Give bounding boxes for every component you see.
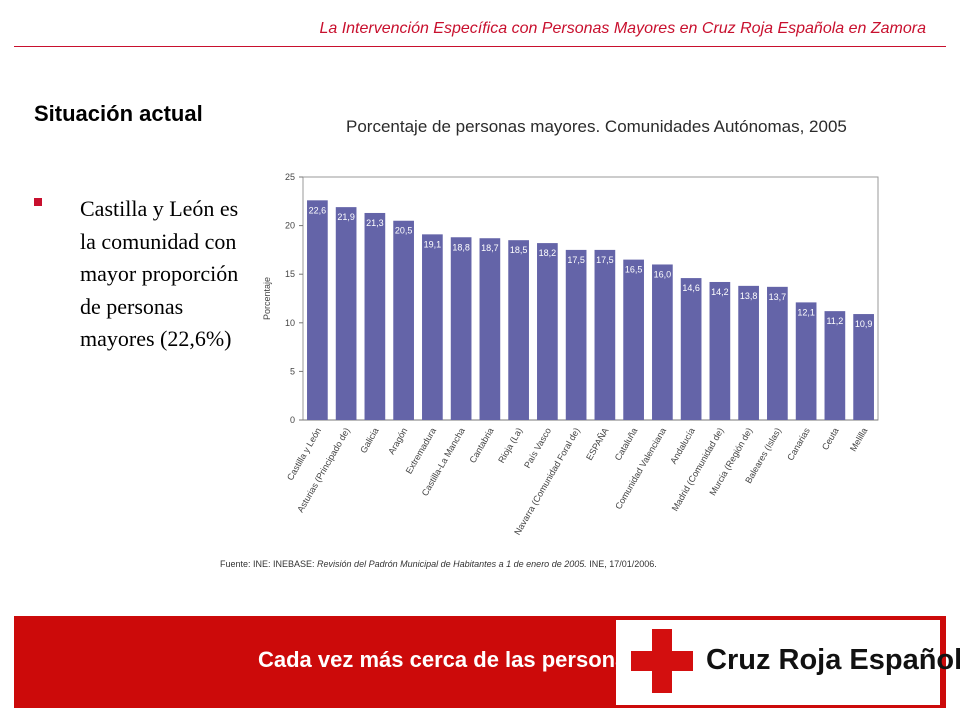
bar [709,281,731,420]
bar-data-label: 16,0 [654,269,672,279]
x-tick-label: Canarias [785,426,812,463]
x-tick-label: Ceuta [820,426,841,452]
bar-data-label: 21,9 [337,212,355,222]
x-tick-label: Melilla [848,426,869,453]
chart-title: Porcentaje de personas mayores. Comunida… [346,117,847,136]
x-tick-label: ESPAÑA [584,426,611,462]
x-tick-label: Madrid (Comunidad de) [670,426,726,513]
bar-data-label: 18,8 [452,242,470,252]
red-cross-icon [631,629,693,693]
bar-data-label: 20,5 [395,226,413,236]
bar-data-label: 10,9 [855,319,873,329]
bar-data-label: 13,8 [740,291,758,301]
x-tick-label: Cataluña [613,426,640,462]
y-tick-label: 25 [285,172,295,182]
bar-data-label: 18,2 [539,248,557,258]
bullet-square-icon [34,198,42,206]
source-note: Fuente: INE: INEBASE: Revisión del Padró… [220,559,657,569]
bar-data-label: 18,5 [510,245,528,255]
bar-data-label: 12,1 [797,307,815,317]
x-tick-label: Comunidad Valenciana [613,426,668,511]
y-axis-label: Porcentaje [262,277,272,320]
bar [738,285,759,420]
bar [393,220,414,420]
bar [594,249,616,420]
bar-data-label: 14,2 [711,287,729,297]
x-tick-label: Asturias (Principado de) [295,426,352,514]
bar-data-label: 14,6 [682,283,700,293]
brand-name: Cruz Roja Española [706,644,960,676]
y-tick-label: 15 [285,269,295,279]
bar [364,212,386,420]
section-title: Situación actual [34,101,203,126]
bar-data-label: 22,6 [309,205,327,215]
header-title: La Intervención Específica con Personas … [319,20,926,37]
bar-data-label: 13,7 [769,292,787,302]
y-tick-label: 20 [285,221,295,231]
bar [824,311,846,420]
header-rule [14,46,946,47]
bar [565,249,587,420]
bar-data-label: 17,5 [567,255,585,265]
bar [652,264,673,420]
x-tick-label: Cantabria [467,426,495,465]
bullet-text: Castilla y León es la comunidad con mayo… [80,196,239,351]
bar [795,302,817,420]
plot-frame [302,176,879,421]
source-prefix: Fuente: INE: INEBASE: [220,559,318,569]
bar [422,234,443,420]
bar-data-label: 21,3 [366,218,384,228]
source-title: Revisión del Padrón Municipal de Habitan… [317,559,587,569]
y-tick-label: 10 [285,318,295,328]
bar [307,200,328,420]
x-tick-label: Navarra (Comunidad Foral de) [512,426,582,537]
x-tick-label: Aragón [386,426,409,456]
y-tick-label: 5 [290,366,295,376]
bar-data-label: 17,5 [596,255,614,265]
bar-data-label: 19,1 [424,239,442,249]
bar [680,278,702,420]
bar [450,237,472,420]
y-tick-label: 0 [290,415,295,425]
bar [335,207,357,420]
bar-data-label: 18,7 [481,243,499,253]
x-tick-label: Galicia [358,426,380,455]
footer-slogan: Cada vez más cerca de las personas [258,647,640,672]
bar [537,243,558,420]
bar [508,240,529,420]
bar [623,259,644,420]
bar-data-label: 11,2 [826,316,843,326]
x-tick-label: Andalucía [668,426,697,466]
source-suffix: INE, 17/01/2006. [586,559,657,569]
x-tick-label: Rioja (La) [496,426,524,465]
bar-data-label: 16,5 [625,265,643,275]
x-tick-label: País Vasco [522,426,553,470]
bar [767,286,788,420]
bar [853,314,874,420]
bar [479,238,501,420]
